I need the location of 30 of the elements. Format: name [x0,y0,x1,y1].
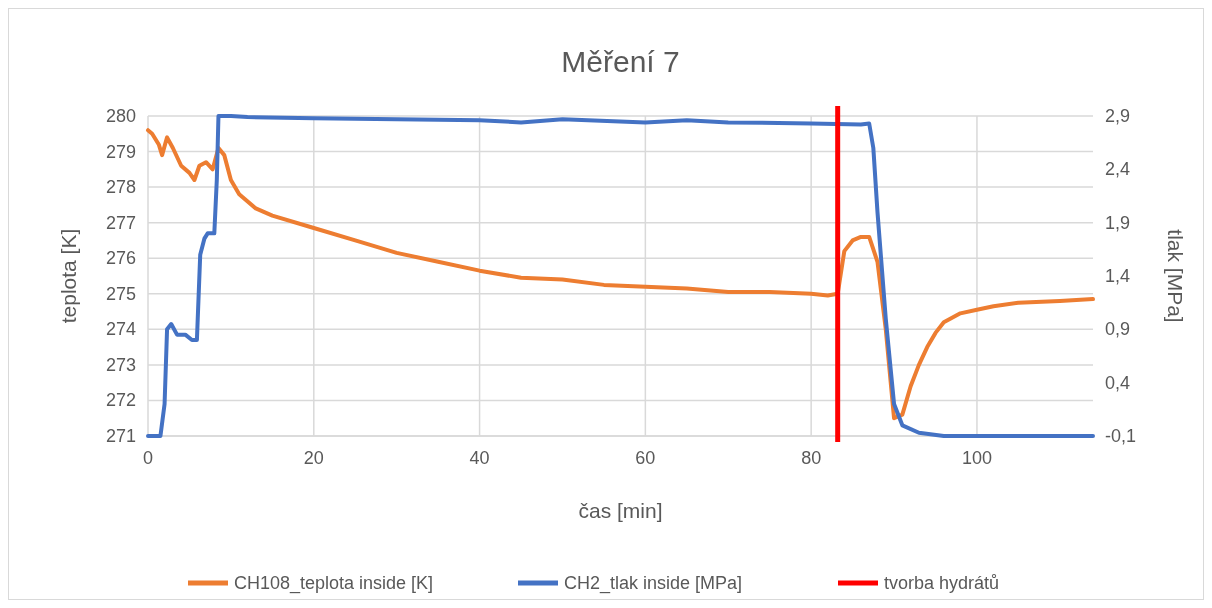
y-tick-label: 275 [105,283,136,304]
y-tick-label: 278 [105,177,136,198]
legend-label: CH2_tlak inside [MPa] [564,573,743,594]
y-tick-label: 276 [105,248,136,269]
x-tick-label: 40 [469,448,490,468]
y2-tick-label: 2,9 [1105,106,1131,126]
x-axis-title: čas [min] [578,499,663,522]
y-tick-label: 271 [105,426,136,446]
x-tick-label: 0 [142,448,154,468]
y2-tick-label: 0,4 [1105,372,1131,393]
x-tick-label: 100 [961,448,992,468]
x-tick-label: 20 [303,448,324,468]
y-tick-label: 274 [105,319,136,340]
legend-label: tvorba hydrátů [884,573,1000,593]
y-tick-label: 277 [105,212,136,233]
y-tick-label: 279 [105,141,136,162]
y-tick-label: 280 [105,106,136,126]
y-tick-label: 272 [105,390,136,411]
y-tick-label: 273 [105,354,136,375]
chart-title: Měření 7 [561,45,680,78]
x-tick-label: 80 [801,448,822,468]
legend-label: CH108_teplota inside [K] [234,573,434,594]
y-axis-title: teplota [K] [57,228,80,324]
y2-tick-label: -0,1 [1105,426,1137,446]
y2-axis-title: tlak [MPa] [1164,229,1187,323]
y2-tick-label: 2,4 [1105,159,1131,180]
y2-tick-label: 1,4 [1105,266,1131,286]
x-tick-label: 60 [635,448,656,468]
y2-tick-label: 0,9 [1105,319,1131,340]
y2-tick-label: 1,9 [1105,212,1131,233]
